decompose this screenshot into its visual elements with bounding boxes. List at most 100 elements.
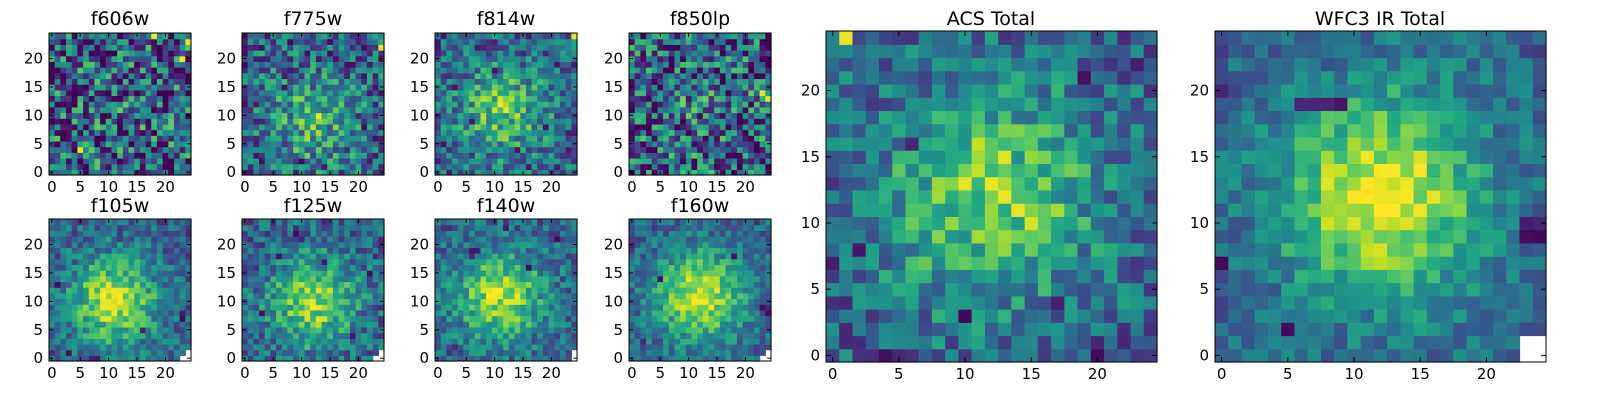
heatmap-cell bbox=[304, 275, 311, 283]
heatmap-cell bbox=[486, 309, 493, 317]
heatmap-cell bbox=[571, 118, 578, 125]
heatmap-cell bbox=[731, 309, 738, 317]
heatmap-cell bbox=[298, 50, 306, 57]
heatmap-cell bbox=[139, 112, 147, 119]
heatmap-cell bbox=[668, 349, 676, 356]
heatmap-cell bbox=[298, 135, 306, 142]
heatmap-cell bbox=[491, 118, 499, 125]
heatmap-cell bbox=[708, 129, 715, 136]
heatmap-cell bbox=[332, 287, 340, 294]
heatmap-cell bbox=[748, 50, 755, 57]
heatmap-cell bbox=[719, 298, 727, 305]
heatmap-cell bbox=[691, 304, 698, 311]
heatmap-cell bbox=[83, 152, 90, 159]
heatmap-cell bbox=[71, 287, 78, 294]
heatmap-cell bbox=[242, 152, 249, 159]
heatmap-cell bbox=[646, 129, 653, 136]
heatmap-cell bbox=[474, 332, 482, 339]
heatmap-cell bbox=[270, 236, 277, 243]
heatmap-cell bbox=[270, 55, 277, 62]
heatmap-cell bbox=[247, 258, 254, 266]
heatmap-cell bbox=[714, 123, 721, 131]
heatmap-cell bbox=[162, 140, 169, 148]
heatmap-cell bbox=[276, 38, 283, 45]
heatmap-cell bbox=[304, 106, 311, 114]
heatmap-cell bbox=[111, 72, 118, 80]
heatmap-cell bbox=[179, 224, 186, 231]
heatmap-cell bbox=[640, 67, 647, 74]
heatmap-cell bbox=[128, 270, 135, 277]
heatmap-cell bbox=[765, 287, 772, 294]
heatmap-cell bbox=[349, 292, 357, 300]
heatmap-cell bbox=[168, 169, 175, 176]
heatmap-cell bbox=[440, 321, 447, 328]
heatmap-cell bbox=[457, 258, 464, 266]
heatmap-cell bbox=[94, 224, 101, 231]
heatmap-cell bbox=[264, 89, 271, 97]
heatmap-cell bbox=[310, 55, 317, 62]
heatmap-cell bbox=[287, 292, 294, 300]
heatmap-cell bbox=[60, 38, 67, 45]
heatmap-cell bbox=[440, 298, 447, 305]
heatmap-cell bbox=[100, 292, 107, 300]
heatmap-cell bbox=[731, 123, 738, 131]
heatmap-cell bbox=[111, 50, 118, 57]
heatmap-cell bbox=[651, 281, 658, 288]
heatmap-cell bbox=[179, 343, 186, 351]
heatmap-cell bbox=[264, 298, 271, 305]
heatmap-cell bbox=[525, 140, 533, 148]
heatmap-cell bbox=[71, 355, 78, 362]
heatmap-cell bbox=[753, 287, 761, 294]
heatmap-cell bbox=[646, 157, 653, 165]
heatmap-cell bbox=[452, 355, 459, 362]
heatmap-cell bbox=[156, 287, 164, 294]
heatmap-cell bbox=[634, 315, 641, 322]
heatmap-cell bbox=[480, 135, 487, 142]
heatmap-cell bbox=[708, 332, 715, 339]
heatmap-cell bbox=[281, 123, 289, 131]
heatmap-cell bbox=[634, 275, 641, 283]
heatmap-cell bbox=[83, 343, 90, 351]
heatmap-cell bbox=[156, 101, 164, 108]
heatmap-cell bbox=[571, 50, 578, 57]
heatmap-cell bbox=[685, 129, 693, 136]
heatmap-cell bbox=[691, 50, 698, 57]
heatmap-cell bbox=[725, 343, 732, 351]
heatmap-cell bbox=[457, 315, 464, 322]
heatmap-cell bbox=[298, 72, 306, 80]
heatmap-cell bbox=[525, 332, 533, 339]
heatmap-cell bbox=[708, 298, 715, 305]
heatmap-cell bbox=[520, 275, 527, 283]
heatmap-cell bbox=[486, 84, 493, 91]
heatmap-cell bbox=[156, 112, 164, 119]
heatmap-cell bbox=[100, 55, 107, 62]
heatmap-cell bbox=[156, 50, 164, 57]
heatmap-cell bbox=[559, 169, 567, 176]
heatmap-cell bbox=[60, 50, 67, 57]
heatmap-cell bbox=[559, 281, 567, 288]
heatmap-cell bbox=[765, 95, 772, 102]
y-tick-label: 10 bbox=[217, 106, 236, 124]
heatmap-cell bbox=[542, 169, 550, 176]
heatmap-cell bbox=[134, 326, 141, 334]
heatmap-cell bbox=[565, 118, 572, 125]
heatmap-cell bbox=[446, 298, 453, 305]
heatmap-cell bbox=[270, 315, 277, 322]
heatmap-cell bbox=[508, 298, 516, 305]
heatmap-cell bbox=[503, 84, 510, 91]
heatmap-cell bbox=[327, 304, 334, 311]
heatmap-cell bbox=[446, 89, 453, 97]
heatmap-cell bbox=[117, 258, 124, 266]
heatmap-cell bbox=[338, 241, 345, 248]
heatmap-cell bbox=[663, 84, 670, 91]
heatmap-cell bbox=[514, 123, 521, 131]
heatmap-cell bbox=[753, 332, 761, 339]
heatmap-cell bbox=[366, 236, 374, 243]
heatmap-cell bbox=[497, 236, 504, 243]
heatmap-cell bbox=[105, 247, 113, 254]
heatmap-cell bbox=[486, 118, 493, 125]
heatmap-cell bbox=[531, 169, 538, 176]
heatmap-cell bbox=[554, 309, 561, 317]
